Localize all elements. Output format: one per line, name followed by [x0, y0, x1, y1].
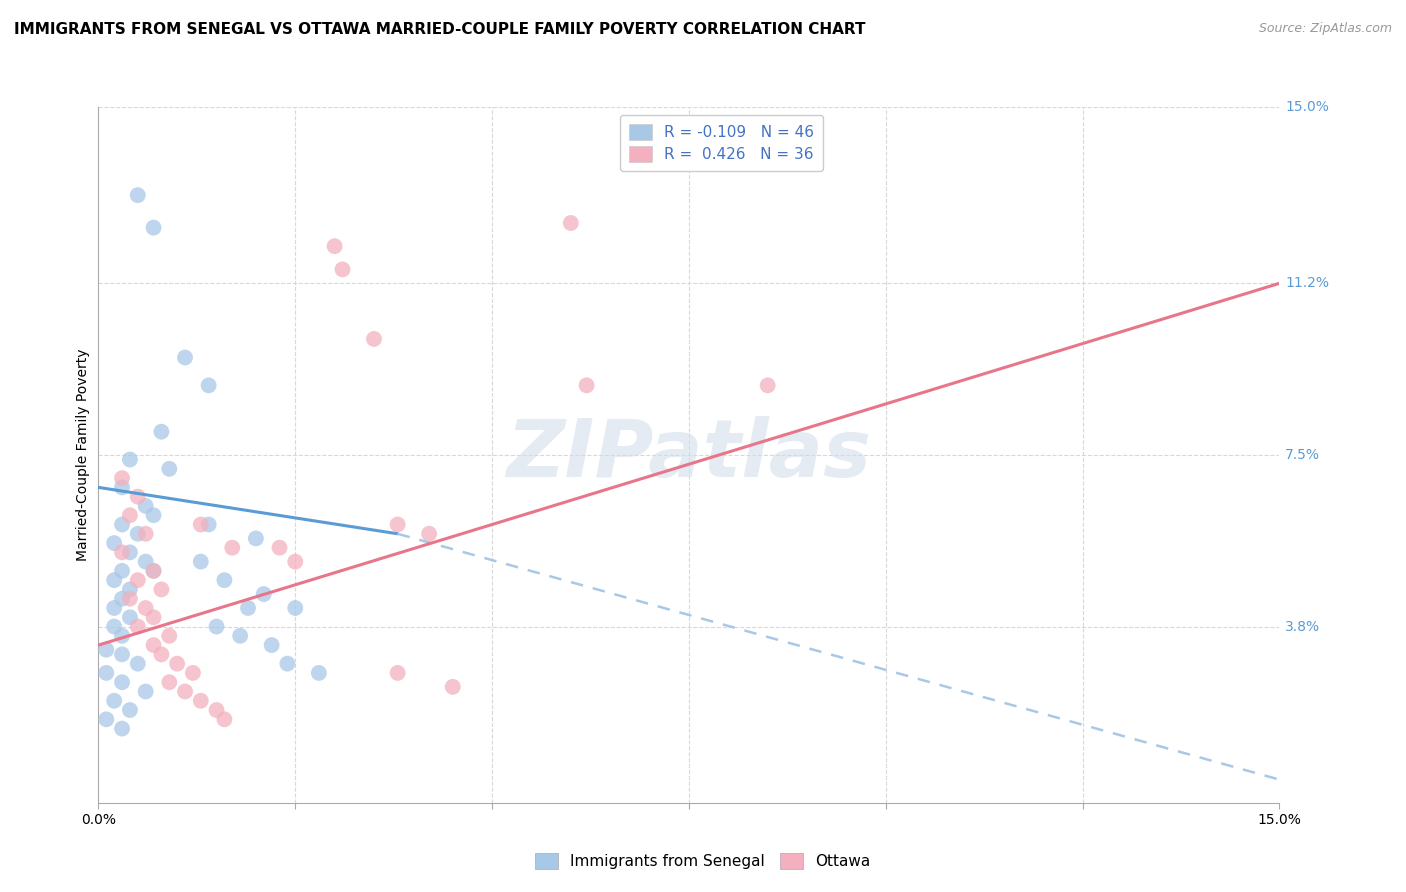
- Point: [387, 517, 409, 532]
- Point: [118, 545, 141, 559]
- Point: [253, 587, 276, 601]
- Point: [103, 601, 125, 615]
- Point: [157, 629, 180, 643]
- Point: [96, 665, 118, 680]
- Point: [111, 648, 134, 662]
- Point: [142, 610, 165, 624]
- Point: [111, 480, 134, 494]
- Point: [135, 499, 157, 513]
- Point: [575, 378, 598, 392]
- Point: [214, 573, 236, 587]
- Point: [174, 684, 197, 698]
- Point: [284, 601, 307, 615]
- Point: [142, 220, 165, 235]
- Point: [190, 694, 212, 708]
- Point: [245, 532, 267, 546]
- Point: [118, 452, 141, 467]
- Point: [103, 619, 125, 633]
- Y-axis label: Married-Couple Family Poverty: Married-Couple Family Poverty: [76, 349, 90, 561]
- Point: [150, 648, 173, 662]
- Point: [127, 657, 149, 671]
- Point: [135, 526, 157, 541]
- Point: [166, 657, 188, 671]
- Text: IMMIGRANTS FROM SENEGAL VS OTTAWA MARRIED-COUPLE FAMILY POVERTY CORRELATION CHAR: IMMIGRANTS FROM SENEGAL VS OTTAWA MARRIE…: [14, 22, 866, 37]
- Point: [560, 216, 582, 230]
- Point: [157, 675, 180, 690]
- Text: 7.5%: 7.5%: [1285, 448, 1320, 462]
- Point: [103, 694, 125, 708]
- Point: [150, 425, 173, 439]
- Point: [387, 665, 409, 680]
- Point: [276, 657, 298, 671]
- Point: [111, 722, 134, 736]
- Point: [142, 564, 165, 578]
- Point: [190, 517, 212, 532]
- Point: [118, 582, 141, 597]
- Point: [308, 665, 330, 680]
- Text: 3.8%: 3.8%: [1285, 620, 1320, 633]
- Point: [197, 517, 219, 532]
- Point: [174, 351, 197, 365]
- Point: [323, 239, 346, 253]
- Text: 11.2%: 11.2%: [1285, 277, 1329, 290]
- Point: [441, 680, 464, 694]
- Point: [190, 555, 212, 569]
- Point: [96, 642, 118, 657]
- Point: [111, 517, 134, 532]
- Point: [111, 545, 134, 559]
- Point: [269, 541, 291, 555]
- Point: [205, 619, 228, 633]
- Point: [103, 536, 125, 550]
- Point: [118, 508, 141, 523]
- Point: [181, 665, 204, 680]
- Point: [756, 378, 779, 392]
- Point: [135, 684, 157, 698]
- Point: [96, 712, 118, 726]
- Point: [418, 526, 440, 541]
- Point: [332, 262, 354, 277]
- Point: [127, 188, 149, 202]
- Point: [284, 555, 307, 569]
- Point: [363, 332, 385, 346]
- Text: 15.0%: 15.0%: [1285, 100, 1329, 114]
- Point: [229, 629, 252, 643]
- Legend: Immigrants from Senegal, Ottawa: Immigrants from Senegal, Ottawa: [529, 847, 877, 875]
- Point: [142, 638, 165, 652]
- Point: [111, 675, 134, 690]
- Point: [142, 508, 165, 523]
- Point: [205, 703, 228, 717]
- Point: [157, 462, 180, 476]
- Point: [111, 471, 134, 485]
- Point: [111, 591, 134, 606]
- Point: [135, 601, 157, 615]
- Point: [150, 582, 173, 597]
- Point: [221, 541, 243, 555]
- Point: [260, 638, 283, 652]
- Point: [127, 619, 149, 633]
- Point: [127, 573, 149, 587]
- Point: [197, 378, 219, 392]
- Text: ZIPatlas: ZIPatlas: [506, 416, 872, 494]
- Point: [118, 610, 141, 624]
- Point: [103, 573, 125, 587]
- Point: [142, 564, 165, 578]
- Point: [236, 601, 259, 615]
- Point: [118, 703, 141, 717]
- Point: [111, 564, 134, 578]
- Point: [135, 555, 157, 569]
- Point: [111, 629, 134, 643]
- Legend: R = -0.109   N = 46, R =  0.426   N = 36: R = -0.109 N = 46, R = 0.426 N = 36: [620, 115, 823, 171]
- Point: [127, 526, 149, 541]
- Point: [127, 490, 149, 504]
- Text: Source: ZipAtlas.com: Source: ZipAtlas.com: [1258, 22, 1392, 36]
- Point: [118, 591, 141, 606]
- Point: [214, 712, 236, 726]
